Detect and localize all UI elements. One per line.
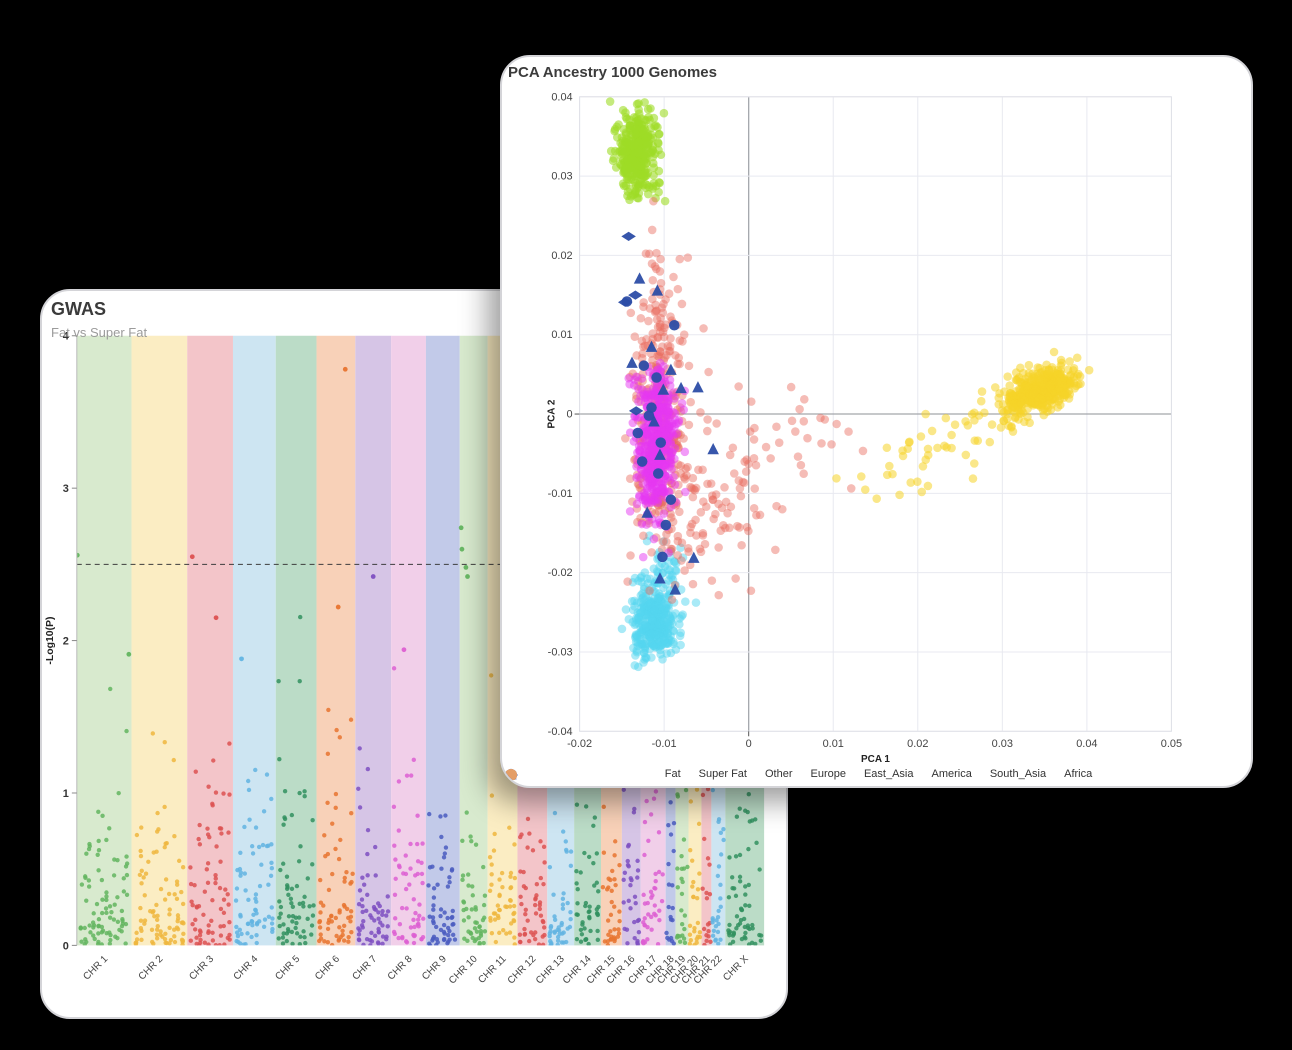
x-tick-label: CHR 3: [187, 953, 216, 982]
x-tick-label: CHR 2: [137, 953, 166, 982]
x-tick-label: CHR 7: [350, 953, 379, 982]
legend-marker-africa-icon: [505, 769, 517, 780]
x-tick-label: -0.01: [652, 738, 677, 750]
x-tick-label: CHR 1: [81, 953, 110, 982]
x-tick-label: CHR 8: [386, 953, 415, 982]
x-tick-label: 0: [746, 738, 752, 750]
y-tick-label: -0.01: [548, 488, 573, 500]
legend-label: America: [931, 768, 972, 780]
highlight-point: [213, 615, 219, 621]
x-tick-label: CHR 9: [420, 953, 449, 982]
sample-super-fat-points: [626, 272, 719, 595]
x-tick-label: 0.02: [907, 738, 928, 750]
y-tick-label: 0.03: [551, 171, 572, 183]
legend-label: Other: [764, 768, 793, 780]
legend-label: East_Asia: [863, 768, 914, 780]
y-tick-label: 1: [63, 788, 69, 800]
x-tick-label: 0.05: [1161, 738, 1182, 750]
sample-other-points: [617, 231, 644, 416]
highlight-point: [342, 366, 348, 372]
population-africa-points: [832, 347, 1094, 503]
y-tick-label: 0.04: [551, 91, 572, 103]
legend-label: South_Asia: [989, 768, 1047, 780]
chromosome-band: [425, 335, 460, 946]
x-tick-label: CHR 11: [476, 953, 509, 986]
legend-label: Europe: [810, 768, 846, 780]
y-axis-title: -Log10(P): [45, 617, 56, 665]
highlight-point: [335, 604, 341, 610]
x-axis-title: PCA 1: [861, 754, 890, 765]
y-tick-label: 0.02: [551, 250, 572, 262]
chromosome-band: [391, 335, 426, 946]
x-tick-label: CHR 6: [313, 953, 342, 982]
population-europe-points: [617, 531, 701, 672]
legend-label: Africa: [1064, 768, 1093, 780]
highlight-point: [459, 546, 465, 552]
y-tick-label: 4: [63, 331, 70, 343]
chromosome-band: [355, 335, 392, 946]
x-tick-label: 0.03: [992, 738, 1013, 750]
population-points: [605, 97, 1094, 672]
pca-legend: Fat Super Fat Other Europe East_Asia America S…: [502, 768, 1251, 780]
legend-label: Super Fat: [698, 768, 747, 780]
chromosome-band: [131, 335, 188, 946]
y-tick-label: 0: [567, 409, 573, 421]
y-axis-title: PCA 2: [547, 399, 558, 428]
y-tick-label: 3: [63, 483, 69, 495]
x-tick-label: CHR X: [721, 953, 751, 983]
gwas-subtitle: Fat vs Super Fat: [51, 325, 148, 340]
x-tick-label: 0.04: [1076, 738, 1097, 750]
y-tick-label: -0.04: [548, 726, 573, 738]
x-tick-label: CHR 5: [273, 953, 302, 982]
chromosome-band: [76, 335, 132, 946]
x-tick-label: CHR 4: [232, 953, 261, 982]
highlight-point: [370, 574, 376, 579]
chromosome-band: [316, 335, 356, 946]
highlight-point: [76, 552, 80, 558]
chromosome-band: [275, 335, 317, 946]
pca-scatter-plot: -0.02 -0.01 0 0.01 0.02 0.03 0.04 0.05 0.04 0.03 0…: [547, 91, 1182, 765]
y-tick-label: 0.01: [551, 329, 572, 341]
x-tick-label: CHR 13: [534, 953, 567, 986]
x-tick-label: CHR 10: [447, 953, 480, 986]
x-tick-label: 0.01: [823, 738, 844, 750]
chromosome-band: [187, 335, 233, 946]
sample-fat-points: [621, 296, 680, 563]
highlight-point: [463, 564, 469, 570]
y-tick-label: -0.03: [548, 646, 573, 658]
y-tick-label: 2: [63, 636, 69, 648]
chromosome-band: [459, 335, 488, 946]
population-east_asia-points: [605, 97, 670, 206]
highlight-point: [239, 656, 244, 662]
y-tick-label: -0.02: [548, 567, 573, 579]
y-tick-label: 0: [63, 940, 69, 952]
gwas-title: GWAS: [51, 299, 107, 319]
highlight-point: [126, 651, 132, 657]
highlight-point: [189, 554, 195, 560]
highlight-point: [458, 525, 464, 531]
highlight-point: [465, 574, 470, 579]
pca-card: PCA Ancestry 1000 Genomes -0.02 -0.01 0 0.0…: [500, 55, 1253, 788]
x-tick-label: CHR 12: [506, 953, 539, 986]
manhattan-points: [76, 366, 764, 946]
highlight-point: [401, 647, 407, 653]
legend-label: Fat: [664, 768, 681, 780]
pca-title: PCA Ancestry 1000 Genomes: [508, 64, 717, 81]
x-tick-label: -0.02: [567, 738, 592, 750]
legend-item-africa[interactable]: Africa: [505, 768, 1093, 780]
